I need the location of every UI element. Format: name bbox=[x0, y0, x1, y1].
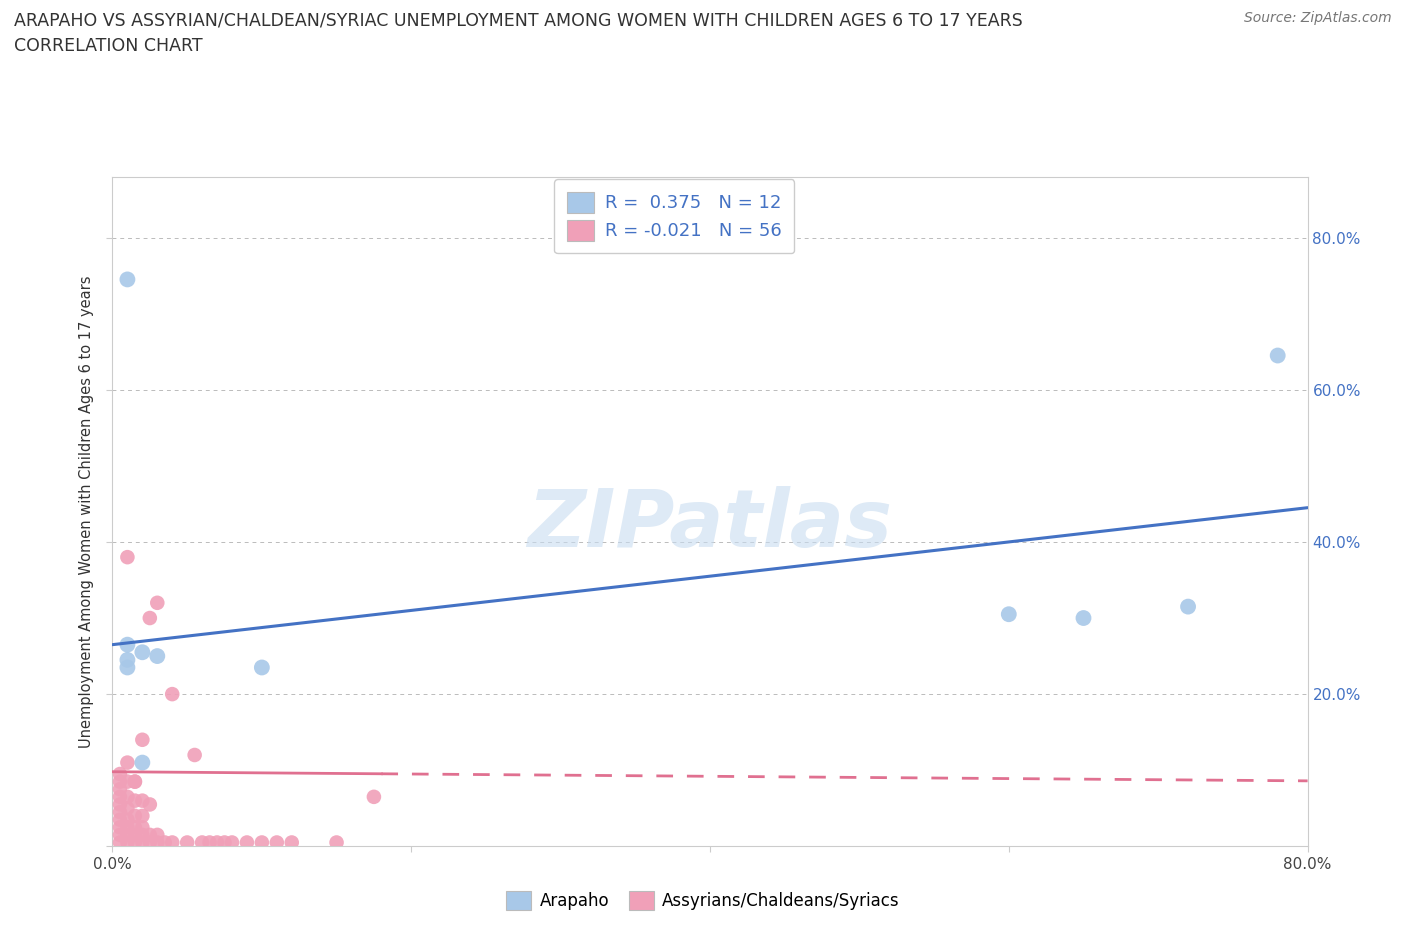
Point bbox=[191, 835, 214, 850]
Point bbox=[325, 835, 347, 850]
Point bbox=[139, 797, 162, 812]
Point bbox=[250, 660, 273, 675]
Text: Source: ZipAtlas.com: Source: ZipAtlas.com bbox=[1244, 11, 1392, 25]
Point bbox=[1073, 611, 1095, 626]
Point bbox=[146, 595, 169, 610]
Point bbox=[214, 835, 236, 850]
Point bbox=[108, 797, 131, 812]
Point bbox=[124, 793, 146, 808]
Point bbox=[117, 835, 139, 850]
Point bbox=[117, 812, 139, 827]
Point bbox=[131, 644, 153, 659]
Point bbox=[183, 748, 205, 763]
Point bbox=[281, 835, 304, 850]
Point bbox=[162, 686, 183, 701]
Legend: R =  0.375   N = 12, R = -0.021   N = 56: R = 0.375 N = 12, R = -0.021 N = 56 bbox=[554, 179, 794, 253]
Point bbox=[236, 835, 259, 850]
Point bbox=[124, 828, 146, 843]
Point bbox=[117, 828, 139, 843]
Point bbox=[108, 774, 131, 789]
Point bbox=[205, 835, 228, 850]
Point bbox=[124, 774, 146, 789]
Point bbox=[1267, 348, 1289, 363]
Point bbox=[117, 774, 139, 789]
Point bbox=[146, 835, 169, 850]
Point bbox=[124, 774, 146, 789]
Point bbox=[108, 835, 131, 850]
Point bbox=[131, 732, 153, 747]
Point bbox=[131, 808, 153, 823]
Legend: Arapaho, Assyrians/Chaldeans/Syriacs: Arapaho, Assyrians/Chaldeans/Syriacs bbox=[499, 884, 907, 917]
Point bbox=[124, 835, 146, 850]
Point bbox=[117, 272, 139, 286]
Point bbox=[131, 755, 153, 770]
Point bbox=[124, 820, 146, 835]
Point bbox=[117, 790, 139, 804]
Point bbox=[108, 820, 131, 835]
Text: CORRELATION CHART: CORRELATION CHART bbox=[14, 37, 202, 55]
Point bbox=[117, 660, 139, 675]
Point bbox=[117, 550, 139, 565]
Point bbox=[176, 835, 198, 850]
Point bbox=[998, 606, 1021, 621]
Point bbox=[266, 835, 288, 850]
Point bbox=[139, 611, 162, 626]
Point bbox=[117, 801, 139, 816]
Text: ARAPAHO VS ASSYRIAN/CHALDEAN/SYRIAC UNEMPLOYMENT AMONG WOMEN WITH CHILDREN AGES : ARAPAHO VS ASSYRIAN/CHALDEAN/SYRIAC UNEM… bbox=[14, 11, 1022, 29]
Point bbox=[131, 793, 153, 808]
Point bbox=[108, 828, 131, 843]
Y-axis label: Unemployment Among Women with Children Ages 6 to 17 years: Unemployment Among Women with Children A… bbox=[79, 275, 94, 748]
Point bbox=[108, 766, 131, 781]
Point bbox=[146, 828, 169, 843]
Point bbox=[198, 835, 221, 850]
Point bbox=[131, 835, 153, 850]
Point bbox=[250, 835, 273, 850]
Point bbox=[124, 808, 146, 823]
Point bbox=[146, 648, 169, 663]
Point bbox=[162, 835, 183, 850]
Point bbox=[131, 828, 153, 843]
Point bbox=[117, 637, 139, 652]
Point bbox=[117, 653, 139, 668]
Point bbox=[139, 835, 162, 850]
Point bbox=[108, 804, 131, 819]
Point bbox=[363, 790, 385, 804]
Point bbox=[108, 782, 131, 797]
Point bbox=[131, 820, 153, 835]
Point bbox=[108, 812, 131, 827]
Point bbox=[153, 835, 176, 850]
Point bbox=[108, 790, 131, 804]
Point bbox=[139, 828, 162, 843]
Point bbox=[117, 755, 139, 770]
Point bbox=[117, 820, 139, 835]
Point bbox=[1177, 599, 1199, 614]
Text: ZIPatlas: ZIPatlas bbox=[527, 485, 893, 564]
Point bbox=[221, 835, 243, 850]
